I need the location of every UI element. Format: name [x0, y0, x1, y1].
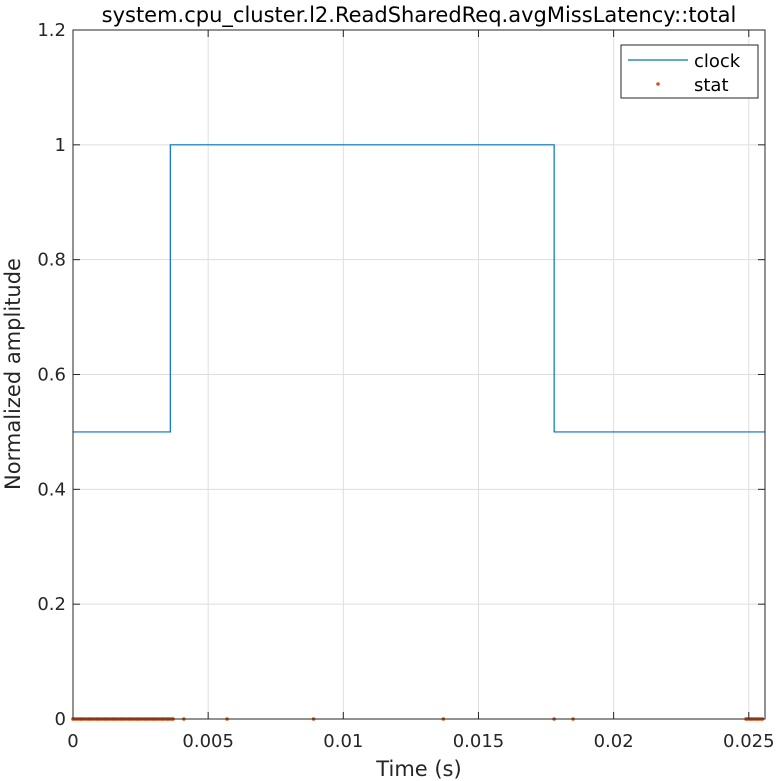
legend: clock stat	[620, 44, 759, 99]
y-tick-label: 0	[55, 709, 66, 730]
y-tick-label: 1	[55, 135, 66, 156]
x-tick-label: 0.005	[182, 731, 234, 752]
y-tick-label: 1.2	[37, 20, 66, 41]
x-tick-label: 0.025	[723, 731, 775, 752]
y-tick-label: 0.2	[37, 594, 66, 615]
legend-stat-label: stat	[694, 75, 729, 96]
series-clock-line	[73, 144, 765, 433]
chart-title: system.cpu_cluster.l2.ReadSharedReq.avgM…	[102, 3, 737, 28]
y-tick-label: 0.4	[37, 479, 66, 500]
x-tick-label: 0.015	[453, 731, 505, 752]
x-tick-label: 0.02	[594, 731, 634, 752]
y-axis-label: Normalized amplitude	[1, 258, 25, 490]
x-tick-label: 0	[67, 731, 78, 752]
y-tick-label: 0.6	[37, 365, 66, 386]
ticks: 0 0.005 0.01 0.015 0.02 0.025 0 0.2 0.4 0.6 0.8 1 1.…	[37, 20, 774, 752]
x-axis-label: Time (s)	[375, 757, 461, 781]
legend-stat-swatch	[656, 82, 660, 86]
x-tick-label: 0.01	[323, 731, 363, 752]
y-tick-label: 0.8	[37, 250, 66, 271]
legend-clock-label: clock	[694, 51, 741, 72]
legend-box	[620, 44, 759, 99]
